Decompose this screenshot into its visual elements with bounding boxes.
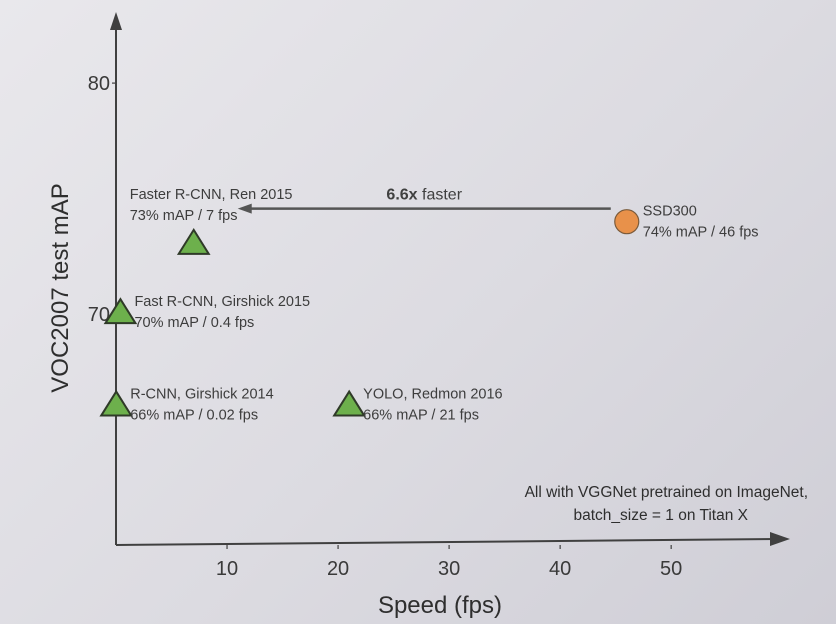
note-line-1: All with VGGNet pretrained on ImageNet, [525,484,808,501]
marker-triangle [176,227,211,255]
arrow-label-bold: 6.6x [386,187,417,204]
point-name-label: Fast R-CNN, Girshick 2015 [134,294,310,310]
data-points [99,209,640,417]
point-detail-label: 73% mAP / 7 fps [130,208,238,224]
x-axis-line [115,538,779,546]
arrow-head [237,203,252,214]
note-line-2: batch_size = 1 on Titan X [574,507,749,524]
point-labels: R-CNN, Girshick 2014 66% mAP / 0.02 fps Fa… [130,187,759,424]
speedup-arrow: 6.6x faster [237,187,611,214]
arrow-label: 6.6x faster [386,187,462,204]
x-tick-label: 10 [216,558,238,580]
point-detail-label: 66% mAP / 21 fps [363,407,479,423]
x-tick-label: 40 [549,558,571,580]
point-name-label: SSD300 [643,204,697,220]
point-name-label: Faster R-CNN, Ren 2015 [130,187,293,203]
y-axis-title: VOC2007 test mAP [47,183,74,392]
point-detail-label: 66% mAP / 0.02 fps [130,407,258,423]
x-axis-arrowhead [770,532,790,546]
axes [110,12,790,546]
x-axis-title: Speed (fps) [378,592,502,619]
point-detail-label: 74% mAP / 46 fps [643,225,759,241]
point-name-label: YOLO, Redmon 2016 [363,386,502,402]
arrow-label-rest: faster [418,187,463,204]
y-axis-arrowhead [110,12,122,30]
x-tick-label: 50 [660,558,682,580]
x-tick-label: 30 [438,558,460,580]
point-name-label: R-CNN, Girshick 2014 [130,386,273,402]
y-tick-label: 70 [88,304,110,326]
marker-circle [614,209,640,235]
marker-triangle [103,297,138,325]
ticks: 10 20 30 40 50 70 80 [88,73,683,580]
x-tick-label: 20 [327,558,349,580]
y-tick-label: 80 [88,73,110,95]
marker-triangle [99,389,134,417]
marker-triangle [332,389,366,417]
point-detail-label: 70% mAP / 0.4 fps [134,315,254,331]
